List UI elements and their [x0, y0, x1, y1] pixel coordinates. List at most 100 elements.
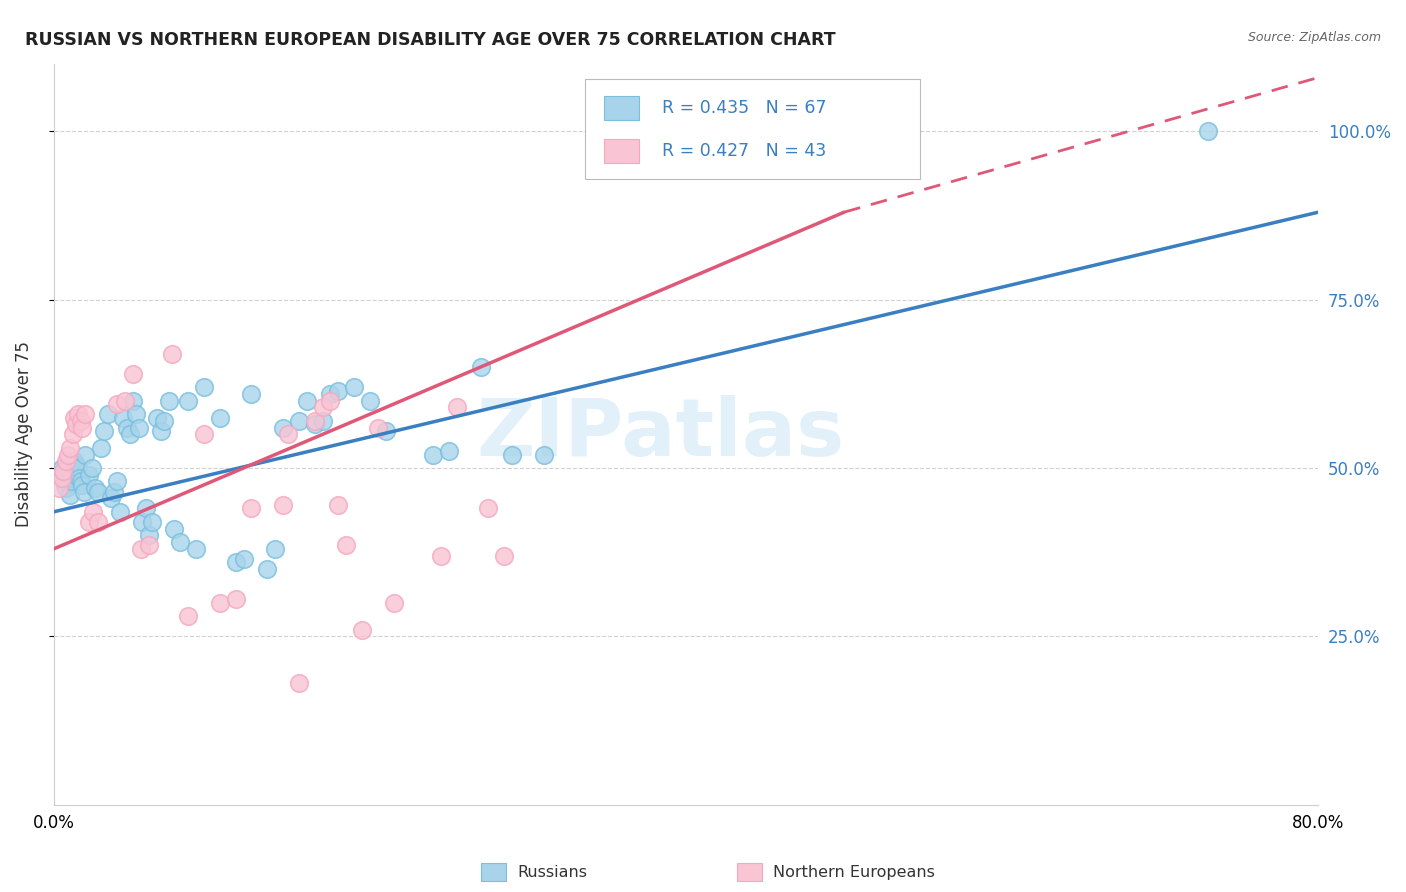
Point: [264, 541, 287, 556]
Point: [319, 387, 342, 401]
Point: [62, 427, 84, 442]
Point: [277, 427, 299, 442]
Point: [177, 393, 200, 408]
Point: [225, 592, 247, 607]
Point: [193, 427, 215, 442]
Point: [150, 424, 173, 438]
Point: [374, 424, 396, 438]
Point: [335, 539, 357, 553]
FancyBboxPatch shape: [603, 96, 640, 120]
Point: [169, 535, 191, 549]
Point: [134, 501, 156, 516]
Point: [80, 461, 103, 475]
Point: [87, 515, 110, 529]
Point: [93, 424, 115, 438]
Y-axis label: Disability Age Over 75: Disability Age Over 75: [15, 342, 32, 527]
Point: [157, 393, 180, 408]
Point: [163, 522, 186, 536]
Point: [63, 410, 86, 425]
Point: [359, 393, 381, 408]
Point: [66, 407, 89, 421]
Point: [311, 401, 333, 415]
Point: [59, 441, 82, 455]
Point: [304, 417, 326, 432]
Point: [69, 414, 91, 428]
Point: [477, 501, 499, 516]
Point: [112, 410, 135, 425]
Point: [75, 448, 97, 462]
Point: [56, 448, 79, 462]
Point: [100, 491, 122, 506]
Point: [437, 444, 460, 458]
Text: R = 0.427   N = 43: R = 0.427 N = 43: [662, 142, 827, 160]
Point: [77, 467, 100, 482]
Point: [138, 539, 160, 553]
Text: R = 0.435   N = 67: R = 0.435 N = 67: [662, 99, 827, 117]
Point: [145, 410, 167, 425]
Point: [446, 401, 468, 415]
Point: [105, 397, 128, 411]
Point: [90, 441, 112, 455]
Point: [105, 475, 128, 489]
Point: [288, 676, 311, 690]
Point: [55, 481, 77, 495]
Point: [350, 623, 373, 637]
Text: Northern Europeans: Northern Europeans: [773, 865, 935, 880]
Point: [84, 481, 107, 495]
Point: [62, 464, 84, 478]
Point: [65, 417, 87, 432]
Point: [343, 380, 366, 394]
Point: [319, 393, 342, 408]
Text: ZIPatlas: ZIPatlas: [477, 395, 845, 474]
Point: [138, 528, 160, 542]
Point: [422, 448, 444, 462]
Point: [53, 478, 76, 492]
Point: [72, 420, 94, 434]
Point: [125, 407, 148, 421]
Point: [240, 501, 263, 516]
Point: [48, 467, 70, 482]
Point: [311, 414, 333, 428]
Point: [69, 475, 91, 489]
Point: [382, 596, 405, 610]
Text: Source: ZipAtlas.com: Source: ZipAtlas.com: [1247, 31, 1381, 45]
Point: [72, 478, 94, 492]
Point: [110, 505, 132, 519]
Point: [706, 158, 728, 172]
Point: [153, 414, 176, 428]
Point: [67, 471, 90, 485]
Point: [184, 541, 207, 556]
Point: [328, 498, 350, 512]
Point: [73, 484, 96, 499]
Point: [51, 471, 73, 485]
Point: [501, 448, 523, 462]
FancyBboxPatch shape: [585, 78, 920, 179]
Point: [97, 407, 120, 421]
Point: [295, 393, 318, 408]
Point: [208, 410, 231, 425]
Point: [103, 484, 125, 499]
Point: [304, 414, 326, 428]
Point: [240, 387, 263, 401]
Point: [193, 380, 215, 394]
Point: [208, 596, 231, 610]
Point: [51, 461, 73, 475]
Point: [77, 515, 100, 529]
Text: RUSSIAN VS NORTHERN EUROPEAN DISABILITY AGE OVER 75 CORRELATION CHART: RUSSIAN VS NORTHERN EUROPEAN DISABILITY …: [25, 31, 837, 49]
Point: [128, 420, 150, 434]
Point: [55, 454, 77, 468]
Point: [271, 420, 294, 434]
Point: [162, 346, 184, 360]
Point: [470, 359, 492, 374]
Point: [63, 454, 86, 468]
Point: [533, 448, 555, 462]
Point: [367, 420, 389, 434]
Point: [118, 427, 141, 442]
Point: [129, 541, 152, 556]
Point: [82, 505, 104, 519]
Point: [177, 609, 200, 624]
Point: [52, 464, 75, 478]
Point: [59, 488, 82, 502]
Point: [121, 393, 143, 408]
Point: [75, 407, 97, 421]
